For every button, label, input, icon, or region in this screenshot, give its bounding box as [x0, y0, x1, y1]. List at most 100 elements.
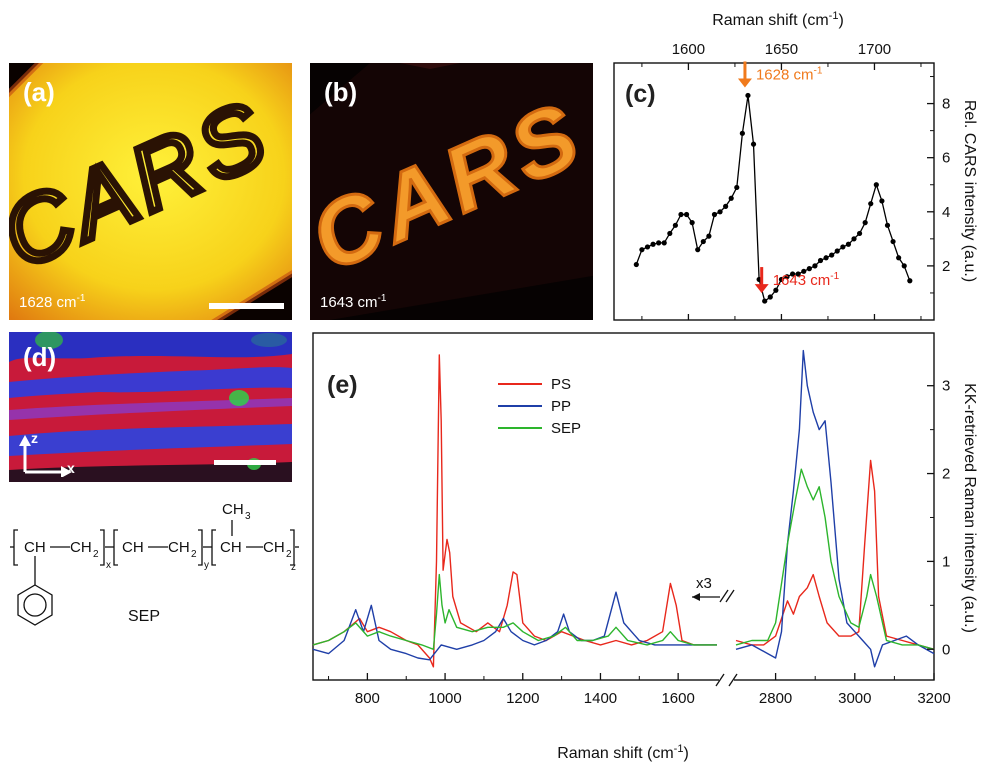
chart-c-x-tick-label: 1600 [672, 41, 705, 58]
chart-c-point [884, 222, 891, 228]
benzene-ring [17, 584, 53, 626]
chart-c-frame [613, 62, 935, 321]
chart-c-annotation-arrowhead [754, 284, 769, 294]
chart-c-y-tick-label: 8 [942, 96, 950, 113]
chart-e-axis-break-mark [728, 673, 738, 687]
chart-e-x-tick-label: 1000 [428, 690, 461, 707]
chart-e-axis-break-mark [715, 673, 725, 687]
chart-c-point [734, 184, 740, 191]
chart-e-axis-break-gap [719, 676, 734, 685]
chart-e-x-tick-label: 800 [355, 690, 380, 707]
chart-c-point [840, 244, 846, 250]
chart-c-point [868, 201, 874, 207]
chem-ch2-2: CH [168, 539, 190, 556]
panel-a-wavenumber-exp: -1 [76, 293, 86, 304]
chart-c-annotation-label: 1643 cm-1 [773, 271, 840, 289]
chart-c-y-tick-label: 4 [942, 204, 950, 221]
chart-c-point [851, 236, 857, 242]
cars-image-1643: CARS (b) 1643 cm-1 [310, 63, 593, 320]
chem-ch2-3: CH [263, 539, 285, 556]
chart-e: 800 1000 1200 1400 1600 2800 3000 3200 0 1 2 3 (e)… [312, 332, 978, 762]
chart-e-xlabel-close: ) [683, 745, 688, 762]
chart-e-xlabel-exp: -1 [674, 743, 684, 755]
chart-c-point [873, 182, 879, 188]
chart-c-point [700, 238, 706, 245]
chart-c-point [762, 298, 768, 304]
chart-c-point [745, 92, 751, 99]
chart-c-point [907, 278, 913, 284]
chart-c-point [723, 203, 729, 209]
chart-c-point [767, 294, 773, 300]
chart-c-y-tick-label: 2 [942, 258, 950, 275]
layered-cars-image-art [9, 332, 292, 482]
chart-e-legend-label: SEP [551, 420, 581, 437]
chart-c-point [890, 238, 896, 245]
magnification-indicator: x3 [692, 575, 735, 603]
chem-ch2-2-sub: 2 [191, 549, 197, 560]
chart-e-y-tick-label: 1 [942, 553, 950, 570]
chart-c-x-ticks: 1600 1650 1700 [641, 41, 922, 320]
chart-c-annotation-arrowhead [737, 78, 752, 88]
chart-c-point [667, 230, 673, 237]
scale-bar-a [209, 303, 284, 309]
layered-cars-image: (d) z x [9, 332, 292, 482]
panel-b-wavenumber-value: 1643 cm [320, 294, 378, 311]
chart-c-point [862, 220, 868, 226]
cars-image-1628-art: CARS [9, 63, 292, 320]
chart-c-point [801, 268, 807, 274]
chem-sub-x: x [106, 560, 111, 571]
chart-e-panel-label: (e) [327, 371, 358, 399]
chart-c-point [750, 141, 757, 147]
panel-b-label: (b) [324, 77, 358, 107]
chart-c-y-ticks: 2 4 6 8 [927, 76, 950, 294]
cars-image-1628: CARS (a) 1628 cm-1 [9, 63, 292, 320]
chart-e-axis-break [715, 673, 738, 687]
chart-c-point [806, 266, 812, 272]
chart-c-point [683, 211, 690, 218]
chart-e-series [312, 349, 935, 668]
chart-c-point [778, 276, 785, 283]
chart-c-point [711, 211, 718, 218]
chart-e-y-tick-label: 3 [942, 378, 950, 395]
chart-c-point [739, 130, 745, 136]
chart-c-point [896, 255, 902, 261]
chart-e-x-tick-label: 1600 [661, 690, 694, 707]
chart-e-x-tick-label: 1200 [506, 690, 539, 707]
chart-e-series-sep [312, 468, 935, 650]
chem-ch2-3-sub: 2 [286, 549, 292, 560]
chart-c-point [773, 287, 779, 293]
chart-c-series-line [635, 95, 911, 303]
chart-e-y-tick-label: 0 [942, 641, 950, 658]
chart-c-point [834, 248, 840, 254]
chart-c-y-tick-label: 6 [942, 150, 950, 167]
chart-e-y-tick-label: 2 [942, 466, 950, 483]
chart-c-point [901, 263, 907, 269]
panel-a-label: (a) [23, 77, 55, 107]
axis-x-label: x [67, 460, 75, 476]
chart-c-x-tick-label: 1650 [765, 41, 798, 58]
chart-e-x-tick-label: 2800 [759, 690, 792, 707]
chart-e-frame [312, 332, 935, 681]
chart-e-legend: PS PP SEP [498, 376, 581, 437]
chem-ch2-1-sub: 2 [93, 549, 99, 560]
chart-c-point [633, 261, 639, 268]
chart-c-point [817, 257, 824, 264]
chart-e-legend-label: PS [551, 376, 571, 393]
scale-bar-d [214, 460, 276, 465]
chart-c-point [656, 240, 662, 246]
chart-e-x-tick-label: 3000 [838, 690, 871, 707]
chart-c-annotation-exp: -1 [814, 65, 823, 76]
chem-ch-2: CH [122, 539, 144, 556]
chem-ch-1: CH [24, 539, 46, 556]
chart-e-x-tick-label: 1400 [584, 690, 617, 707]
chart-c-xlabel-exp: -1 [829, 10, 839, 22]
magnification-label: x3 [696, 575, 712, 592]
chart-c-point [812, 263, 818, 269]
axis-z-label: z [31, 430, 38, 446]
chart-c-x-tick-label: 1700 [858, 41, 891, 58]
panel-b-wavenumber-exp: -1 [377, 293, 387, 304]
chart-c-point [790, 271, 796, 277]
chart-e-ylabel: KK-retrieved Raman intensity (a.u.) [961, 383, 978, 633]
sep-chemical-structure: CH CH 2 x CH CH 2 y CH CH 2 z CH 3 SEP [10, 501, 299, 626]
chart-c-point [784, 274, 790, 280]
